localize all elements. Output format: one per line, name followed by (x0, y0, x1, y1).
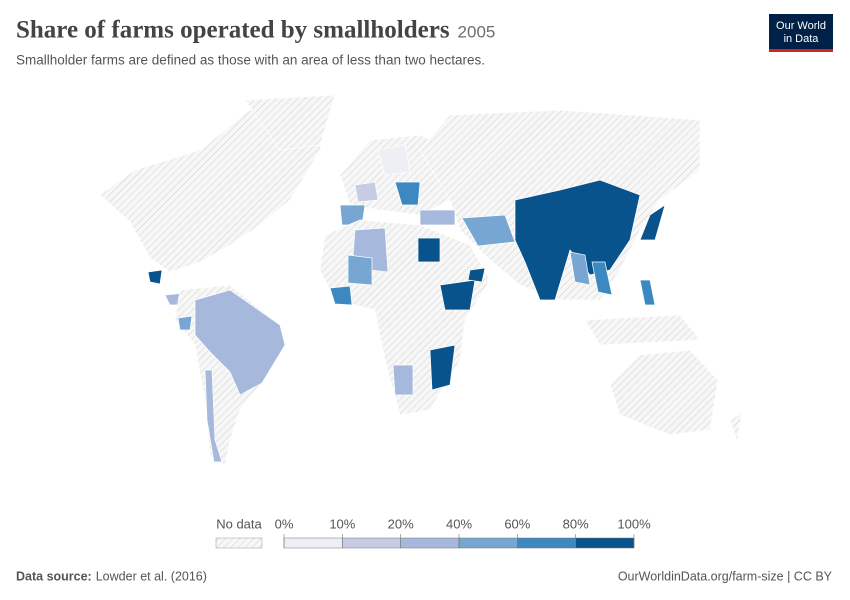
country (354, 181, 379, 203)
title: Share of farms operated by smallholders (16, 17, 450, 44)
country (467, 267, 486, 283)
legend: No data 0% 10% 20% 40% 60% 80% 100% (215, 516, 651, 549)
country (569, 251, 591, 286)
legend-tick-label: 80% (563, 516, 589, 531)
legend-no-data-swatch (215, 537, 263, 549)
legend-bin (575, 537, 635, 549)
country (591, 261, 613, 296)
land-no-data (729, 412, 743, 443)
country (177, 315, 193, 331)
country (394, 181, 421, 206)
legend-bin (400, 537, 460, 549)
land-no-data (584, 314, 701, 346)
country (347, 254, 373, 286)
logo-underline (769, 49, 833, 52)
land-no-data (99, 104, 331, 273)
legend-bin (342, 537, 401, 549)
world-map (99, 94, 743, 466)
country (204, 369, 223, 463)
country (194, 289, 286, 396)
legend-tick-label: 10% (329, 516, 355, 531)
logo-text: in Data (784, 33, 820, 45)
land-no-data (244, 94, 336, 151)
legend-no-data-label: No data (216, 516, 262, 531)
legend-bin (283, 537, 343, 549)
country (639, 204, 666, 241)
source-url[interactable]: OurWorldinData.org/farm-size | CC BY (618, 569, 833, 583)
legend-bin (458, 537, 518, 549)
logo-box (769, 14, 833, 52)
legend-tick-label: 40% (446, 516, 472, 531)
country (417, 237, 441, 263)
country (514, 179, 641, 301)
year: 2005 (458, 22, 496, 41)
country (461, 214, 516, 247)
legend-tick-label: 60% (504, 516, 530, 531)
legend-tick-label: 20% (388, 516, 414, 531)
country (429, 344, 456, 391)
source-label: Data source: (16, 569, 92, 583)
logo[interactable]: Our World in Data (769, 14, 833, 52)
country (392, 364, 414, 396)
country (147, 269, 163, 285)
country (639, 279, 656, 306)
subtitle: Smallholder farms are defined as those w… (16, 53, 485, 68)
logo-text: Our World (776, 20, 826, 32)
country (419, 209, 456, 226)
source: Lowder et al. (2016) (96, 569, 207, 583)
country (439, 279, 476, 311)
legend-tick-label: 100% (617, 516, 651, 531)
land-no-data (609, 349, 719, 436)
country (329, 285, 353, 306)
legend-tick-label: 0% (275, 516, 294, 531)
legend-bin (517, 537, 576, 549)
country (377, 144, 411, 176)
